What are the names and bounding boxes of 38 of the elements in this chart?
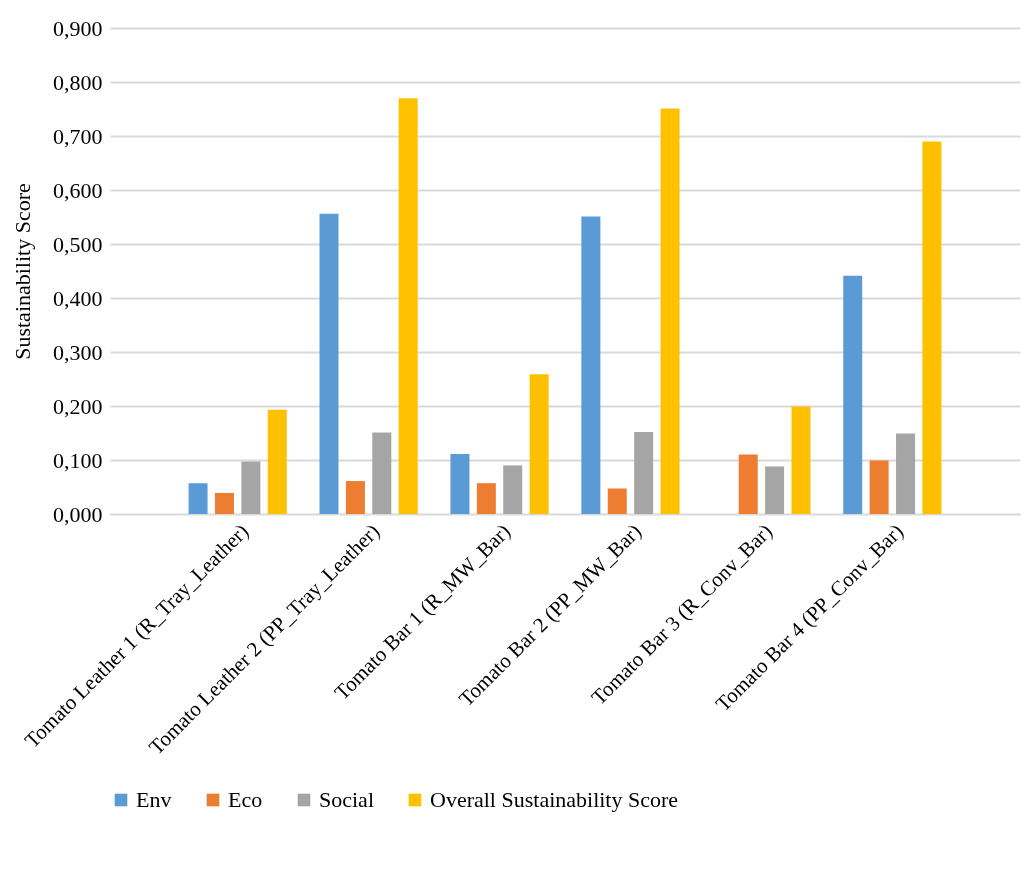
y-tick-label: 0,300	[53, 339, 103, 365]
bar	[791, 406, 811, 514]
bar	[319, 213, 339, 514]
bar	[529, 374, 549, 514]
bar	[922, 141, 942, 514]
y-tick-label: 0,100	[53, 447, 103, 473]
bar	[765, 466, 785, 514]
legend-label: Social	[319, 787, 374, 812]
bar	[476, 483, 496, 514]
bar	[869, 460, 889, 514]
bar	[738, 454, 758, 514]
bar	[660, 108, 680, 514]
bar	[241, 461, 261, 514]
bar	[398, 98, 418, 514]
legend-label: Eco	[228, 787, 263, 812]
y-tick-label: 0,800	[53, 69, 103, 95]
bar	[581, 216, 601, 514]
bar	[188, 483, 208, 514]
bar	[503, 465, 523, 514]
y-tick-label: 0,000	[53, 501, 103, 527]
bar	[843, 275, 863, 514]
bar	[372, 432, 392, 514]
y-tick-label: 0,600	[53, 177, 103, 203]
bar	[214, 492, 234, 514]
y-tick-label: 0,200	[53, 393, 103, 419]
y-tick-label: 0,500	[53, 231, 103, 257]
bar	[634, 431, 654, 514]
y-tick-label: 0,400	[53, 285, 103, 311]
bar	[896, 433, 916, 514]
bar	[345, 481, 365, 514]
legend-label: Env	[136, 787, 172, 812]
legend-label: Overall Sustainability Score	[430, 787, 679, 812]
y-tick-label: 0,700	[53, 123, 103, 149]
bar	[267, 409, 287, 514]
y-axis-title: Sustainability Score	[10, 183, 35, 360]
bar	[607, 488, 627, 514]
bar	[450, 454, 470, 514]
y-tick-label: 0,900	[53, 15, 103, 41]
